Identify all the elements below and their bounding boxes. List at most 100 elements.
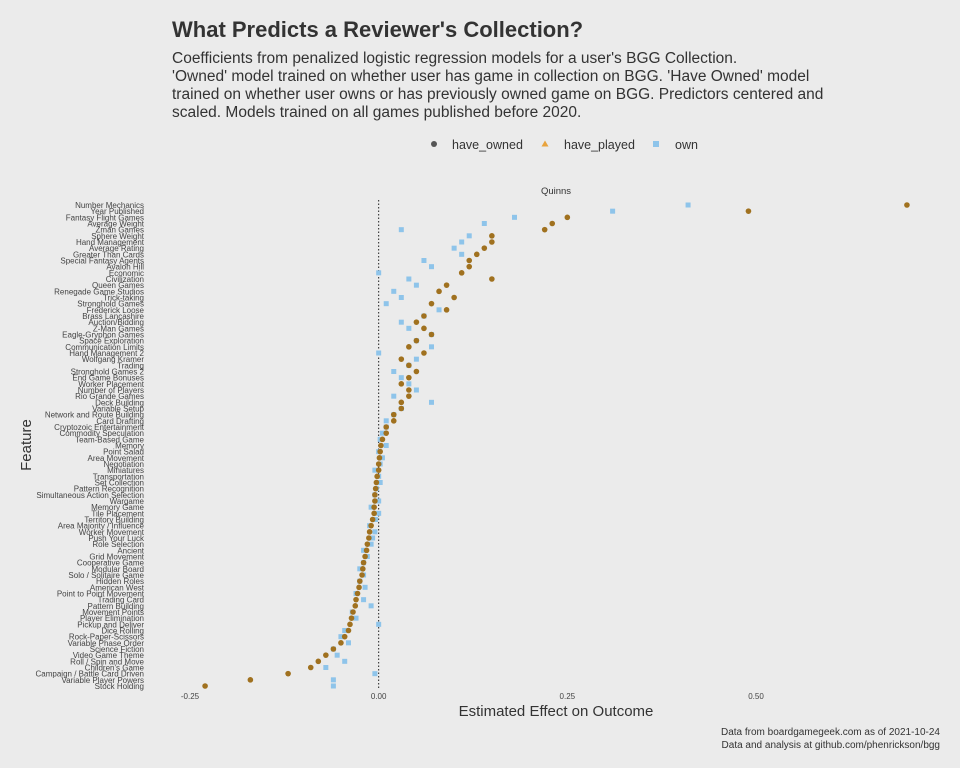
- own-point: [357, 566, 363, 572]
- y-tick-label: Modular Board: [92, 565, 144, 574]
- have-owned-point: [366, 529, 373, 535]
- y-tick-label: Number of Players: [78, 386, 144, 395]
- y-tick-label: Trading: [117, 361, 144, 370]
- have-owned-point: [366, 535, 372, 541]
- own-point: [398, 319, 404, 325]
- y-tick-label: Science Fiction: [90, 645, 144, 654]
- own-point: [379, 430, 385, 436]
- y-tick-label: Children's Game: [85, 664, 145, 673]
- y-tick-label: Video Game Theme: [73, 651, 145, 660]
- have-owned-point: [383, 430, 390, 436]
- have-owned-point: [421, 325, 427, 332]
- own-point: [398, 227, 404, 233]
- have-owned-point: [350, 609, 356, 615]
- have-owned-point: [369, 516, 376, 523]
- have-owned-point: [323, 652, 329, 658]
- have-owned-point: [375, 467, 382, 473]
- have-owned-point: [372, 492, 378, 498]
- have-owned-point: [371, 504, 377, 510]
- y-tick-label: Movement Points: [82, 608, 144, 617]
- y-tick-label: Eagle-Gryphon Games: [62, 331, 144, 340]
- y-tick-label: Year Published: [90, 207, 144, 216]
- own-point: [372, 467, 378, 473]
- y-tick-label: Point to Point Movement: [57, 590, 145, 599]
- y-tick-label: Trick-taking: [103, 294, 144, 303]
- own-point: [428, 344, 434, 350]
- y-tick-label: Roll / Spin and Move: [70, 657, 144, 666]
- y-tick-label: Wargame: [110, 497, 145, 506]
- own-point: [345, 640, 351, 646]
- have-owned-point: [398, 381, 405, 387]
- y-tick-label: Pattern Building: [88, 602, 144, 611]
- have-owned-point: [347, 621, 353, 628]
- own-point: [391, 369, 397, 374]
- own-point: [383, 443, 389, 448]
- y-tick-label: Brass Lancashire: [82, 312, 144, 321]
- own-point: [376, 270, 382, 276]
- x-tick-label: -0.25: [181, 692, 200, 701]
- own-point: [368, 504, 374, 510]
- y-tick-label: Rock-Paper-Scissors: [69, 633, 144, 642]
- have-owned-point: [549, 220, 556, 227]
- y-tick-label: Auction/Bidding: [88, 318, 144, 327]
- have-owned-point: [466, 263, 473, 270]
- own-point: [383, 301, 389, 307]
- have-owned-point: [360, 566, 366, 572]
- have-owned-point: [564, 214, 571, 221]
- have-owned-point: [377, 448, 383, 455]
- own-point: [451, 245, 457, 251]
- have-owned-point: [390, 411, 397, 418]
- y-tick-label: Stronghold Games: [77, 300, 144, 309]
- legend-have-played-label: have_played: [564, 138, 635, 152]
- own-point: [413, 356, 419, 362]
- have-owned-point: [489, 239, 495, 245]
- have-owned-point: [481, 245, 488, 251]
- have-owned-point: [364, 541, 371, 547]
- have-owned-point: [374, 473, 380, 480]
- y-tick-label: Commodity Speculation: [60, 429, 144, 438]
- legend-own-marker: [653, 141, 659, 147]
- y-tick-label: Greater Than Cards: [73, 250, 144, 259]
- own-point: [685, 202, 691, 208]
- y-tick-label: Variable Player Powers: [61, 676, 144, 685]
- y-tick-label: Territory Building: [84, 516, 144, 525]
- own-point: [383, 418, 389, 424]
- y-tick-label: Pickup and Deliver: [77, 620, 144, 629]
- have-owned-point: [421, 313, 427, 319]
- have-owned-point: [202, 683, 208, 689]
- have-owned-point: [413, 368, 420, 375]
- have-owned-point: [357, 578, 363, 584]
- y-tick-label: Sphere Weight: [91, 232, 145, 241]
- have-owned-point: [451, 294, 457, 301]
- own-point: [406, 325, 412, 331]
- y-tick-label: Average Rating: [89, 244, 144, 253]
- y-tick-label: Z-Man Games: [93, 324, 144, 333]
- y-tick-label: Point Salad: [103, 448, 144, 457]
- own-point: [330, 677, 336, 683]
- have-owned-point: [473, 251, 480, 258]
- have-owned-point: [436, 288, 442, 295]
- own-point: [406, 276, 412, 282]
- y-tick-label: Stock Holding: [95, 682, 144, 691]
- annotation-label: Quinns: [541, 186, 571, 197]
- y-tick-label: Special Fantasy Agents: [60, 257, 144, 266]
- own-point: [391, 288, 397, 294]
- have-owned-point: [428, 300, 435, 307]
- own-point: [466, 233, 472, 239]
- have-owned-point: [398, 356, 405, 362]
- own-point: [353, 615, 359, 621]
- y-tick-label: Queen Games: [92, 281, 144, 290]
- own-point: [413, 282, 419, 288]
- have-owned-point: [421, 350, 427, 356]
- y-tick-label: Memory Game: [91, 503, 144, 512]
- y-tick-label: Card Drafting: [96, 417, 144, 426]
- have-owned-point: [745, 208, 752, 214]
- y-axis-title: Feature: [18, 419, 35, 471]
- y-tick-label: Economic: [109, 269, 144, 278]
- have-owned-point: [489, 276, 495, 282]
- have-owned-point: [398, 399, 405, 406]
- y-tick-label: American West: [90, 583, 145, 592]
- y-tick-label: Rio Grande Games: [75, 392, 144, 401]
